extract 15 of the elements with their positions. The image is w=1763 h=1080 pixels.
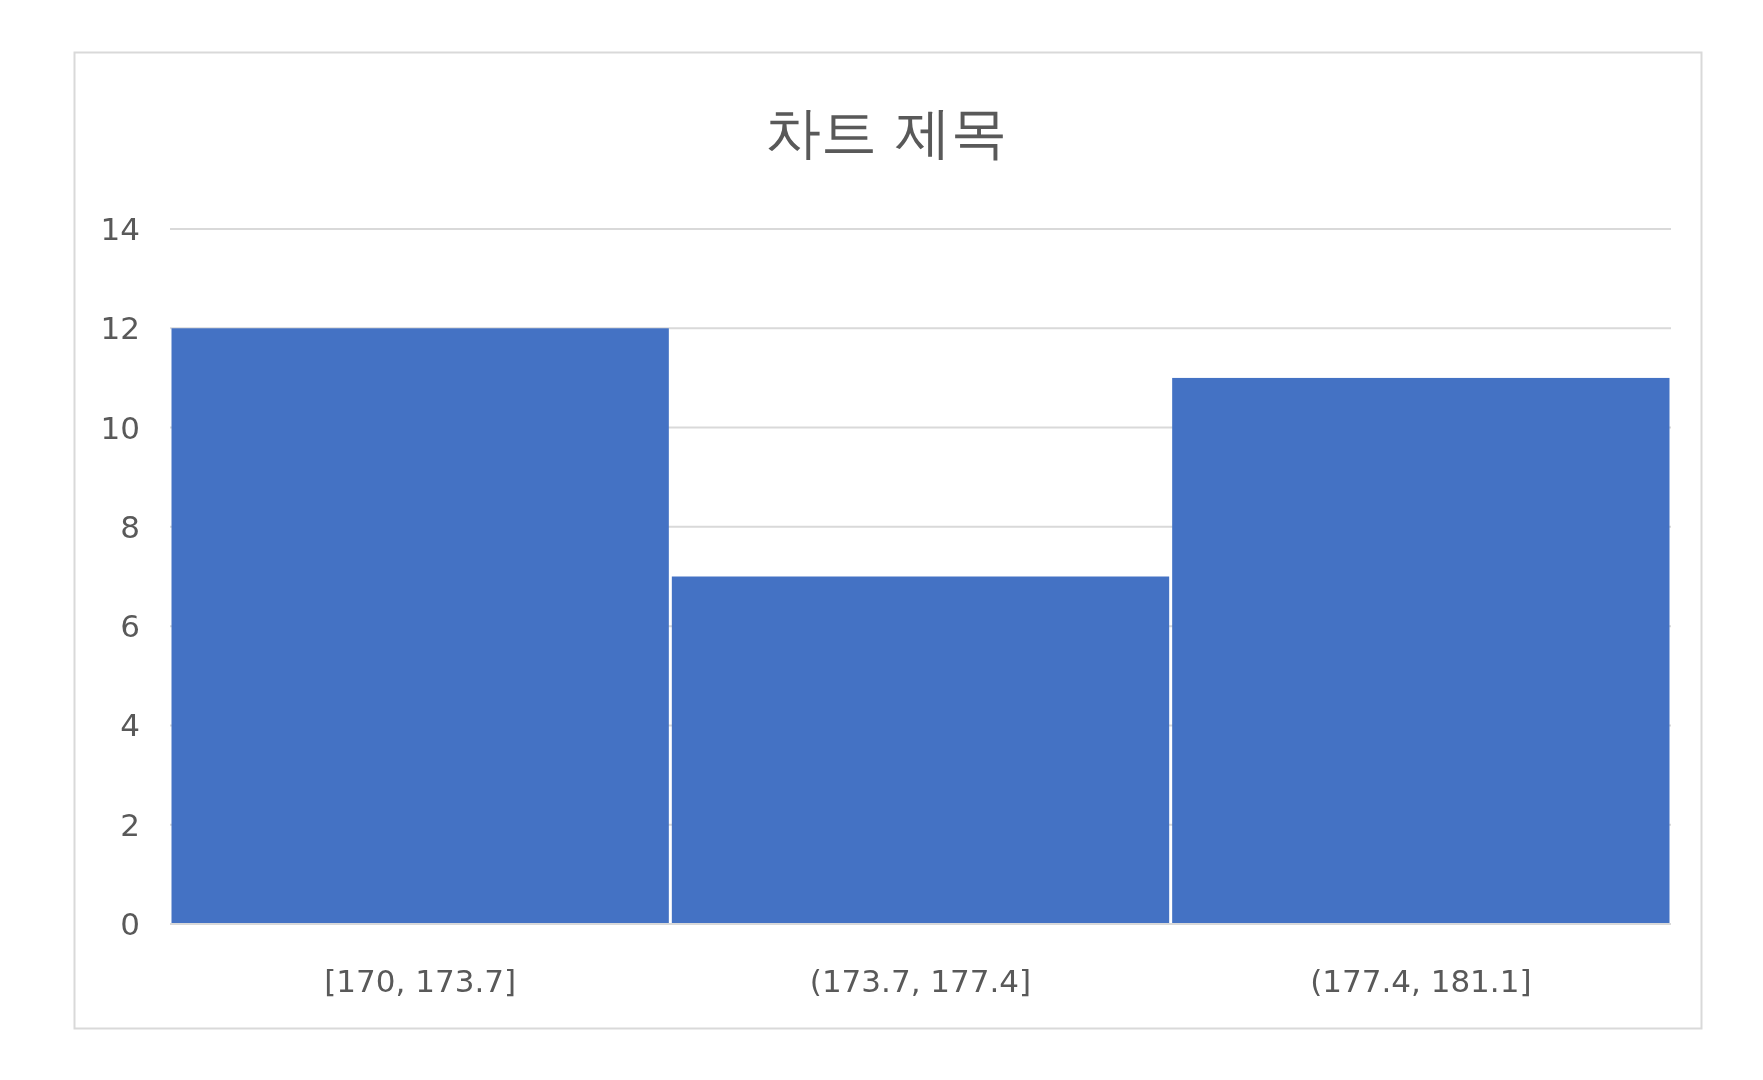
y-tick-label: 10: [100, 409, 140, 446]
y-tick-label: 6: [120, 608, 140, 645]
y-tick-label: 14: [100, 211, 140, 247]
bar: [171, 328, 669, 924]
y-tick-label: 4: [120, 707, 140, 744]
y-tick-label: 8: [120, 508, 140, 545]
y-tick-label: 12: [100, 310, 140, 347]
bar: [671, 576, 1170, 924]
x-tick-label: (177.4, 181.1]: [1310, 963, 1532, 999]
x-tick-label: [170, 173.7]: [324, 963, 517, 999]
x-tick-label: (173.7, 177.4]: [809, 963, 1032, 999]
y-tick-label: 2: [120, 806, 140, 843]
y-tick-label: 0: [120, 906, 140, 942]
bar: [1172, 377, 1670, 924]
chart-title: 차트 제목: [765, 100, 1007, 165]
